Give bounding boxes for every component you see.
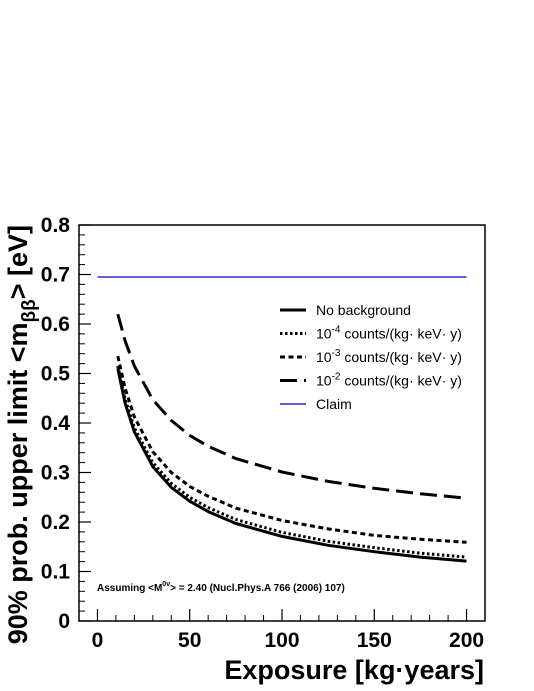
annotation-note: Assuming <M0ν> = 2.40 (Nucl.Phys.A 766 (… xyxy=(97,581,345,594)
y-tick-label: 0.5 xyxy=(41,363,71,386)
y-tick-label: 0.7 xyxy=(41,264,70,287)
series-group xyxy=(97,276,467,563)
legend: No background 10-4 counts/(kg· keV· y) 10-… xyxy=(280,302,462,412)
series-line-4 xyxy=(116,313,467,500)
axes-group: 0 0.1 0.2 0.3 0.4 0.5 0.6 0.7 0.8 0 50 100 150 200 xyxy=(41,214,486,652)
annotation-prefix: Assuming <M xyxy=(97,583,162,594)
x-tick-label: 50 xyxy=(178,629,201,652)
y-tick-label: 0.6 xyxy=(41,313,70,336)
legend-label-4: 10-2 counts/(kg· keV· y) xyxy=(316,372,462,389)
series-line-1 xyxy=(116,368,467,563)
series-line-3 xyxy=(116,355,467,544)
y-tick-label: 0.8 xyxy=(41,214,71,237)
x-tick-label: 150 xyxy=(357,629,392,652)
annotation-superscript: 0ν xyxy=(162,581,170,588)
series-line-2 xyxy=(116,365,467,559)
y-tick-label: 0.3 xyxy=(41,462,70,485)
x-axis-title: Exposure [kg·years] xyxy=(224,655,484,685)
y-tick-label: 0.4 xyxy=(41,412,71,435)
legend-label-5: Claim xyxy=(316,396,352,412)
y-tick-label: 0.2 xyxy=(41,511,70,534)
y-axis-title-suffix: > [eV] xyxy=(3,225,33,299)
legend-label-3: 10-3 counts/(kg· keV· y) xyxy=(316,348,462,365)
y-tick-label: 0.1 xyxy=(41,561,71,584)
y-axis-title-prefix: 90% prob. upper limit <m xyxy=(3,322,33,644)
x-tick-label: 200 xyxy=(449,629,484,652)
x-tick-label: 100 xyxy=(264,629,299,652)
x-tick-label: 0 xyxy=(92,629,104,652)
y-axis-title-subscript: ββ xyxy=(19,299,40,322)
legend-label-2: 10-4 counts/(kg· keV· y) xyxy=(316,325,462,342)
y-tick-label: 0 xyxy=(58,610,70,633)
annotation-suffix: > = 2.40 (Nucl.Phys.A 766 (2006) 107) xyxy=(170,583,345,594)
plot-frame-group xyxy=(78,224,486,622)
plot-frame xyxy=(78,224,486,622)
legend-label-1: No background xyxy=(316,302,411,318)
y-axis-title: 90% prob. upper limit <mββ> [eV] xyxy=(3,225,40,644)
